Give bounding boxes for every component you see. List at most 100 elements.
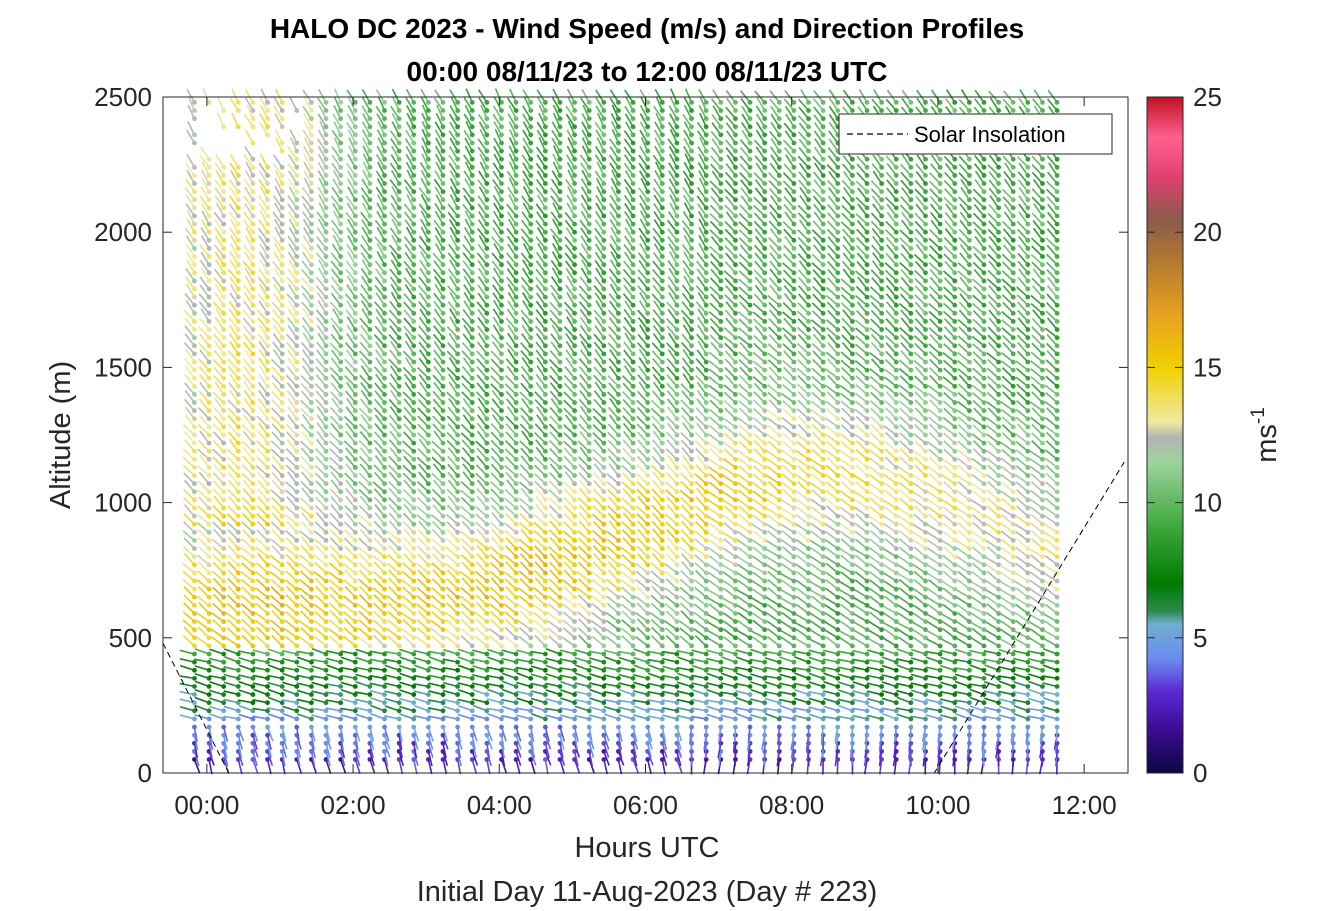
wind-barb-shaft <box>443 648 458 655</box>
wind-barb-point <box>250 700 256 706</box>
wind-barb-point <box>396 546 402 551</box>
wind-barb-point <box>425 319 431 324</box>
wind-barb-shaft <box>399 672 415 680</box>
wind-barb-shaft <box>187 104 196 119</box>
wind-barb-point <box>221 164 227 170</box>
wind-barb-point <box>572 205 577 211</box>
wind-barb-shaft <box>229 162 239 176</box>
wind-barb-point <box>338 286 344 292</box>
wind-barb-shaft <box>184 293 196 306</box>
wind-barb-shaft <box>198 398 210 412</box>
wind-barb-shaft <box>296 759 303 774</box>
wind-barb-point <box>396 148 402 154</box>
wind-barb-point <box>411 294 417 300</box>
wind-barb-point <box>396 100 402 105</box>
wind-barb-shaft <box>237 751 244 766</box>
wind-barb-point <box>382 408 387 414</box>
wind-barb-point <box>557 156 563 162</box>
wind-barb-point <box>250 602 256 608</box>
wind-barb-shaft <box>238 674 254 680</box>
wind-barb-shaft <box>316 341 327 355</box>
wind-barb-point <box>586 627 592 633</box>
wind-barb-point <box>265 643 270 649</box>
wind-barb-point <box>221 465 227 470</box>
wind-barb-point <box>557 416 563 422</box>
wind-barb-point <box>367 578 373 584</box>
wind-barb-point <box>630 286 636 292</box>
wind-barb-shaft <box>404 243 415 258</box>
wind-barb-point <box>382 124 387 130</box>
wind-barb-shaft <box>447 455 459 468</box>
wind-barb-point <box>455 651 461 657</box>
wind-barb-point <box>440 456 446 462</box>
wind-barb-shaft <box>229 97 239 111</box>
wind-barb-shaft <box>284 546 298 558</box>
wind-barb-shaft <box>244 251 254 266</box>
wind-barb-shaft <box>182 424 195 436</box>
wind-barb-point <box>601 562 607 568</box>
wind-barb-point <box>425 700 431 706</box>
wind-barb-point <box>235 343 241 349</box>
wind-barb-shaft <box>257 479 269 493</box>
wind-barb-point <box>411 611 417 616</box>
wind-barb-point <box>425 659 431 665</box>
wind-barb-shaft <box>333 88 342 103</box>
wind-barb-point <box>528 700 534 706</box>
wind-barb-point <box>265 440 270 446</box>
wind-barb-point <box>586 440 592 446</box>
wind-barb-point <box>309 400 314 405</box>
wind-barb-point <box>206 424 212 430</box>
wind-barb-point <box>513 408 519 414</box>
wind-barb-point <box>279 716 285 722</box>
wind-barb-point <box>279 383 285 389</box>
wind-barb-point <box>455 164 461 170</box>
wind-barb-point <box>557 619 563 624</box>
wind-barb-shaft <box>317 145 327 160</box>
wind-barb-point <box>367 400 373 405</box>
wind-barb-shaft <box>270 489 283 501</box>
wind-barb-point <box>425 100 431 105</box>
wind-barb-point <box>367 351 373 357</box>
wind-barb-point <box>484 164 490 170</box>
wind-barb-shaft <box>405 186 415 201</box>
wind-barb-shaft <box>271 479 283 493</box>
wind-barb-shaft <box>228 300 239 314</box>
wind-barb-point <box>206 667 212 673</box>
wind-barb-point <box>425 651 431 657</box>
wind-barb-point <box>338 189 344 195</box>
wind-barb-shaft <box>287 284 298 298</box>
wind-barb-point <box>484 546 490 551</box>
wind-barb-point <box>294 448 300 454</box>
wind-barb-shaft <box>403 309 415 322</box>
wind-barb-point <box>601 586 607 592</box>
wind-barb-point <box>265 327 270 332</box>
wind-barb-point <box>484 611 490 616</box>
wind-barb-shaft <box>376 194 386 209</box>
wind-barb-point <box>309 481 314 487</box>
wind-barb-point <box>484 254 490 259</box>
wind-barb-point <box>440 229 446 235</box>
wind-barb-shaft <box>318 194 327 209</box>
wind-barb-point <box>192 578 197 584</box>
wind-barb-point <box>586 416 592 422</box>
wind-barb-shaft <box>316 406 327 420</box>
wind-barb-point <box>601 351 607 357</box>
wind-barb-point <box>616 627 621 633</box>
wind-barb-shaft <box>300 520 312 533</box>
wind-barb-shaft <box>342 563 356 574</box>
wind-barb-point <box>528 270 534 276</box>
wind-barb-shaft <box>286 439 298 452</box>
wind-barb-point <box>513 416 519 422</box>
wind-barb-point <box>221 473 227 478</box>
wind-barb-point <box>279 586 285 592</box>
wind-barb-point <box>367 383 373 389</box>
wind-barb-point <box>455 132 461 138</box>
wind-barb-point <box>235 481 241 487</box>
wind-barb-shaft <box>185 203 196 217</box>
wind-barb-shaft <box>428 707 444 712</box>
wind-barb-shaft <box>386 530 400 542</box>
wind-barb-point <box>601 262 607 268</box>
wind-barb-point <box>206 367 212 373</box>
wind-barb-shaft <box>418 244 429 258</box>
wind-barb-point <box>455 262 461 268</box>
